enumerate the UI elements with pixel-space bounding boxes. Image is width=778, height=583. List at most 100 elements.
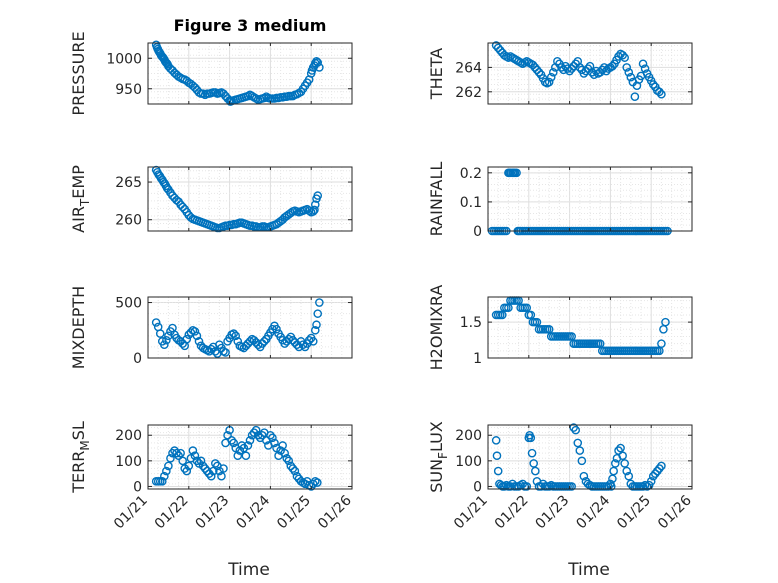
theta-point [620,53,629,62]
mixdepth-ytick-label: 500 [115,296,142,312]
theta-point [534,67,544,77]
mixdepth-point [312,320,321,330]
sun_flux-point [604,482,613,491]
sun_flux-point [491,436,501,445]
theta-point [553,57,562,66]
terr_msl-ytick-label: 100 [115,454,142,470]
air_temp-point [313,191,323,200]
theta-point [630,92,640,101]
mixdepth-point [259,337,269,346]
air_temp-point [304,206,314,215]
h2omixra-ytick-label: 1 [473,351,482,367]
sun_flux-xtick-label: 01/24 [573,492,613,532]
mixdepth-ytick-label: 0 [133,351,142,367]
sun_flux-point [624,471,634,481]
theta-point [655,87,664,97]
mixdepth-point [298,340,308,349]
theta-point [575,63,585,72]
sun_flux-point [522,482,532,491]
h2omixra-axes-box [487,296,693,359]
pressure-axes-box [147,42,353,105]
terr_msl-point [176,448,185,458]
mixdepth-point [155,329,165,338]
mixdepth-point [221,348,230,357]
terr_msl-xtick-label: 01/24 [233,492,273,532]
sun_flux-point [657,461,666,471]
theta-point [640,64,650,73]
air_temp-ytick-label: 260 [115,213,142,229]
sun_flux-ylabel: SUNFLUX [427,421,450,493]
theta-point [587,67,597,77]
sun_flux-xtick-label: 01/21 [451,493,491,533]
sun_flux-point [611,459,620,468]
h2omixra-panel: 1 1.5 H2OMIXRA [427,285,693,370]
terr_msl-point [286,461,296,471]
terr_msl-xlabel: Time [227,560,270,580]
mixdepth-point [164,331,173,341]
terr_msl-ytick-label: 200 [115,428,142,444]
terr_msl-point [157,477,167,486]
terr_msl-point [306,482,316,491]
mixdepth-point [206,344,216,354]
air_temp-axes-box [147,166,353,232]
rainfall-axes-box [487,166,693,232]
terr_msl-point [229,438,238,448]
terr_msl-point [313,478,322,487]
rainfall-ylabel: RAINFALL [427,162,446,237]
terr_msl-point [241,451,251,461]
sun_flux-ytick-label: 0 [473,479,482,495]
terr_msl-point [208,466,218,476]
h2omixra-ytick-label: 1.5 [460,315,482,331]
terr_msl-point [196,456,206,466]
terr_msl-point [227,436,236,445]
sun_flux-point [571,425,581,435]
theta-point [657,89,666,99]
terr_msl-point [233,451,243,461]
terr_msl-point [202,466,212,476]
air_temp-point [310,200,320,209]
sun_flux-point [492,451,502,461]
terr_msl-point [245,436,255,445]
terr_msl-point [290,466,300,476]
mixdepth-point [310,325,320,335]
terr_msl-point [217,471,226,481]
mixdepth-point [294,342,304,352]
terr_msl-point [280,448,289,458]
rainfall-point [512,168,521,178]
terr_msl-point [219,464,228,473]
mixdepth-axes-box [147,296,353,359]
sun_flux-point [614,446,623,455]
sun_flux-point [536,482,546,491]
sun_flux-point [622,466,632,476]
theta-point [557,63,566,72]
mixdepth-point [194,337,204,346]
rainfall-ytick-label: 0 [473,224,482,240]
rainfall-plot-area [488,167,692,231]
sun_flux-point [609,466,618,476]
terr_msl-point [190,451,200,461]
air_temp-panel: 260 265 AIRTEMP [69,165,353,233]
sun_flux-point [653,466,662,476]
theta-point [618,50,627,60]
sun_flux-xtick-label: 01/23 [533,493,573,533]
theta-point [608,61,617,71]
theta-point [614,52,623,61]
terr_msl-point [278,441,287,450]
sun_flux-point [529,459,539,468]
terr_msl-point [172,448,181,458]
terr_msl-xtick-label: 01/22 [152,493,192,533]
rainfall-panel: 0 0.1 0.2 RAINFALL [427,162,693,240]
mixdepth-point [151,318,161,327]
terr_msl-ylabel: TERRMSL [69,421,92,494]
sun_flux-point [646,477,656,486]
air_temp-point [178,202,187,212]
terr_msl-point [284,456,294,466]
theta-ytick-label: 264 [455,60,482,76]
sun_flux-point [526,433,536,443]
terr_msl-point [198,461,208,471]
mixdepth-point [245,337,255,346]
mixdepth-point [233,337,243,346]
sun_flux-point [618,451,627,461]
